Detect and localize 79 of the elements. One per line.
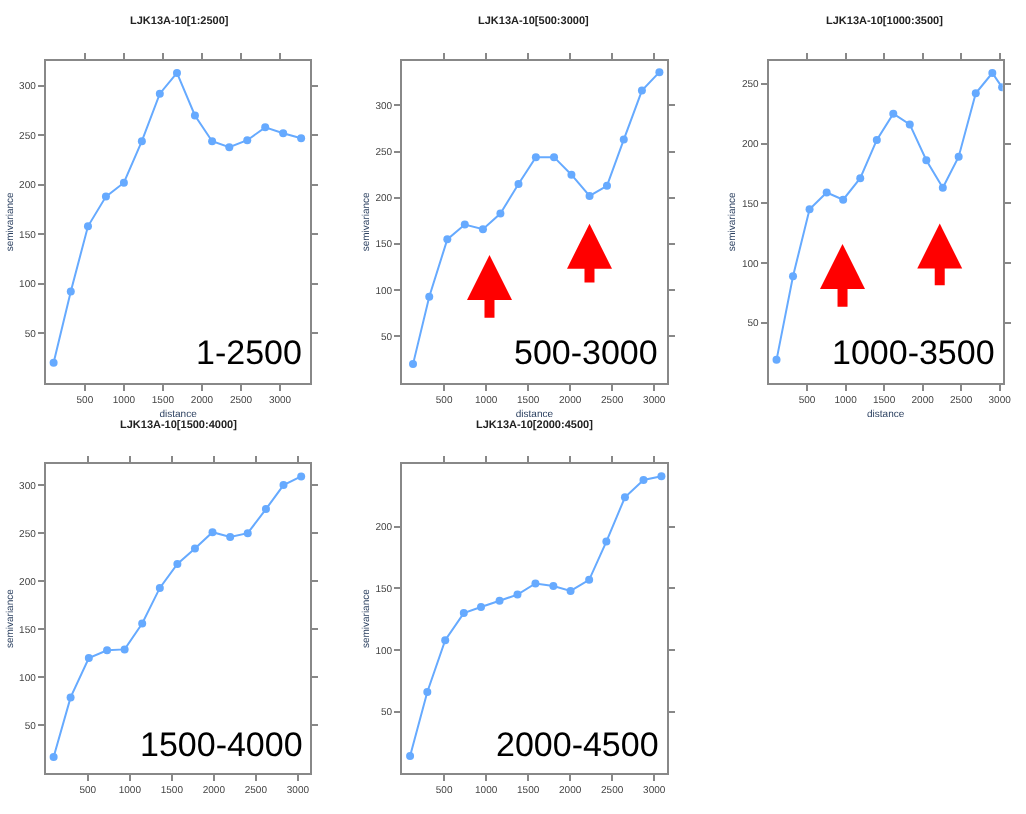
annotation: 1500-4000 <box>140 726 303 764</box>
point <box>243 136 252 145</box>
point <box>585 191 594 200</box>
point <box>119 178 128 187</box>
point <box>655 68 664 77</box>
point <box>839 195 848 204</box>
point <box>84 654 93 663</box>
point <box>261 505 270 514</box>
point <box>619 135 628 144</box>
point <box>550 153 559 162</box>
point <box>173 559 182 568</box>
point <box>514 179 523 188</box>
point <box>441 636 450 645</box>
point <box>477 602 486 611</box>
point <box>639 476 648 484</box>
point <box>409 360 418 369</box>
annotation: 1000-3500 <box>832 334 995 372</box>
point <box>872 135 881 144</box>
point <box>138 619 147 628</box>
point <box>478 225 487 234</box>
point <box>585 575 594 584</box>
point <box>155 583 164 592</box>
point <box>172 68 181 77</box>
point <box>49 358 58 367</box>
point <box>549 581 558 590</box>
point <box>922 156 931 165</box>
point <box>637 86 646 95</box>
point <box>496 209 505 218</box>
point <box>225 143 234 152</box>
point <box>602 181 611 190</box>
point <box>103 646 112 655</box>
point <box>620 493 629 502</box>
annotation: 500-3000 <box>514 334 658 372</box>
point <box>789 272 798 281</box>
point <box>805 205 814 214</box>
point <box>120 645 129 654</box>
point <box>657 472 666 481</box>
point <box>567 170 576 179</box>
point <box>279 129 288 138</box>
point <box>49 752 58 761</box>
point <box>889 109 898 118</box>
point <box>406 752 415 761</box>
point <box>566 586 575 595</box>
point <box>495 596 504 605</box>
point <box>208 528 217 537</box>
point <box>190 111 199 120</box>
annotation: 2000-4500 <box>496 726 659 764</box>
annotation: 1-2500 <box>196 334 302 372</box>
point <box>443 235 452 244</box>
point <box>226 532 235 541</box>
point <box>822 188 831 197</box>
point <box>905 120 914 129</box>
point <box>954 152 963 161</box>
point <box>190 544 199 553</box>
point <box>460 220 469 229</box>
point <box>137 137 146 146</box>
point <box>261 123 270 132</box>
point <box>423 687 432 696</box>
point <box>101 192 110 201</box>
point <box>459 609 468 618</box>
point <box>988 69 997 78</box>
point <box>66 287 75 296</box>
point <box>938 183 947 192</box>
point <box>208 137 217 146</box>
point <box>513 590 522 599</box>
point <box>425 292 434 301</box>
point <box>297 472 306 481</box>
point <box>243 529 252 538</box>
point <box>772 355 781 364</box>
point <box>297 134 306 143</box>
point <box>279 481 288 490</box>
point <box>531 579 540 588</box>
point <box>531 153 540 162</box>
point <box>66 693 75 702</box>
point <box>971 89 980 98</box>
point <box>155 89 164 98</box>
point <box>856 174 865 183</box>
point <box>83 222 92 231</box>
point <box>602 537 611 546</box>
